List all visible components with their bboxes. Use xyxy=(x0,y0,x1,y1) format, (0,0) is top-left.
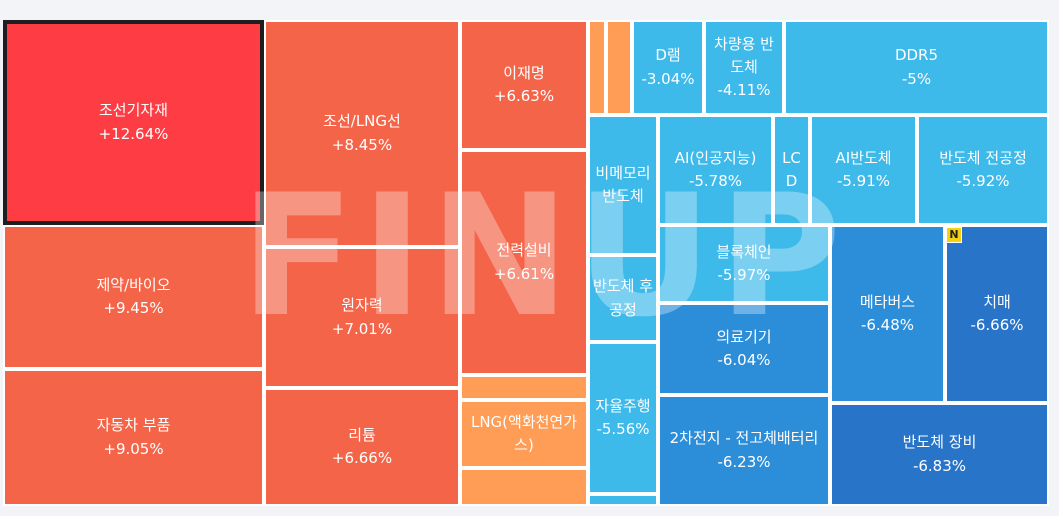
treemap-cell-unlabeled-11[interactable] xyxy=(588,20,606,115)
cell-change: -6.83% xyxy=(912,456,967,475)
cell-change: -3.04% xyxy=(641,69,695,88)
cell-change: -5.56% xyxy=(596,420,650,438)
treemap-cell-원자력[interactable]: 원자력 +7.01% xyxy=(264,247,460,388)
treemap-cell-이재명[interactable]: 이재명 +6.63% xyxy=(460,20,588,150)
cell-label: AI반도체 xyxy=(835,148,892,167)
cell-change: +7.01% xyxy=(331,319,393,338)
cell-change: -5.97% xyxy=(717,266,771,284)
cell-label: LCD xyxy=(782,148,801,190)
cell-change: -4.11% xyxy=(717,81,771,100)
treemap-cell-블록체인[interactable]: 블록체인 -5.97% xyxy=(658,225,830,303)
cell-label: D램 xyxy=(655,46,681,65)
cell-label: 전력설비 xyxy=(496,241,552,260)
cell-change: +9.05% xyxy=(103,439,164,458)
cell-label: 리튬 xyxy=(348,425,376,444)
cell-label: 블록체인 xyxy=(716,242,772,261)
cell-label: 자동차 부품 xyxy=(96,416,171,435)
cell-label: 차량용 반도체 xyxy=(714,34,774,76)
treemap-cell-2차전지-전고체배터리[interactable]: 2차전지 - 전고체배터리 -6.23% xyxy=(658,395,830,506)
cell-change: +12.64% xyxy=(98,124,169,143)
cell-change: -6.48% xyxy=(860,316,915,334)
treemap-cell-제약-바이오[interactable]: 제약/바이오 +9.45% xyxy=(3,225,264,369)
cell-label: DDR5 xyxy=(894,46,939,65)
cell-label: 조선/LNG선 xyxy=(323,112,401,131)
cell-change: -6.66% xyxy=(970,316,1024,334)
cell-label: 메타버스 xyxy=(859,292,916,311)
treemap-cell-반도체-전공정[interactable]: 반도체 전공정 -5.92% xyxy=(917,115,1049,225)
cell-change: +6.63% xyxy=(493,87,555,105)
treemap-cell-차량용-반도체[interactable]: 차량용 반도체 -4.11% xyxy=(704,20,784,115)
treemap-cell-조선-lng선[interactable]: 조선/LNG선 +8.45% xyxy=(264,20,460,247)
treemap-cell-unlabeled-12[interactable] xyxy=(606,20,632,115)
cell-change: +8.45% xyxy=(331,135,393,154)
treemap-cell-의료기기[interactable]: 의료기기 -6.04% xyxy=(658,303,830,395)
treemap-cell-lcd[interactable]: LCD xyxy=(773,115,810,225)
treemap-cell-unlabeled-24[interactable] xyxy=(588,494,658,506)
cell-label: 반도체 후공정 xyxy=(593,277,653,319)
treemap-cell-전력설비[interactable]: 전력설비 +6.61% xyxy=(460,150,588,375)
treemap-cell-반도체-후공정[interactable]: 반도체 후공정 xyxy=(588,255,658,342)
cell-label: 제약/바이오 xyxy=(96,275,171,294)
cell-label: 원자력 xyxy=(341,296,383,315)
cell-label: 2차전지 - 전고체배터리 xyxy=(669,429,819,448)
cell-label: 의료기기 xyxy=(716,327,772,346)
cell-change: -5.92% xyxy=(956,172,1010,190)
treemap-cell-반도체-장비[interactable]: 반도체 장비 -6.83% xyxy=(830,403,1049,506)
cell-label: 비메모리 반도체 xyxy=(595,163,651,205)
treemap-cell-unlabeled-8[interactable] xyxy=(460,375,588,400)
cell-label: 반도체 전공정 xyxy=(939,148,1027,167)
treemap-cell-치매[interactable]: 치매 -6.66% xyxy=(945,225,1049,403)
cell-label: LNG(액화천연가스) xyxy=(470,412,578,454)
cell-label: 자율주행 xyxy=(595,396,651,415)
treemap-cell-ai반도체[interactable]: AI반도체 -5.91% xyxy=(810,115,917,225)
treemap-cell-리튬[interactable]: 리튬 +6.66% xyxy=(264,388,460,506)
cell-label: AI(인공지능) xyxy=(674,148,757,167)
cell-change: +6.66% xyxy=(331,449,393,467)
treemap-cell-unlabeled-10[interactable] xyxy=(460,468,588,506)
cell-change: +9.45% xyxy=(103,299,164,317)
cell-change: -5.91% xyxy=(836,172,891,190)
cell-label: 이재명 xyxy=(503,63,545,82)
treemap-cell-d램[interactable]: D램 -3.04% xyxy=(632,20,704,115)
cell-label: 치매 xyxy=(983,292,1011,311)
treemap-cell-ddr5[interactable]: DDR5 -5% xyxy=(784,20,1049,115)
cell-label: 반도체 장비 xyxy=(902,433,977,452)
treemap-cell-비메모리-반도체[interactable]: 비메모리 반도체 xyxy=(588,115,658,255)
new-badge: N xyxy=(946,227,962,243)
cell-label: 조선기자재 xyxy=(98,101,168,120)
cell-change: -6.04% xyxy=(717,351,771,369)
treemap-cell-메타버스[interactable]: 메타버스 -6.48% xyxy=(830,225,945,403)
treemap-cell-lng-액화천연가스[interactable]: LNG(액화천연가스) xyxy=(460,400,588,468)
cell-change: -5.78% xyxy=(688,172,743,190)
cell-change: +6.61% xyxy=(493,264,555,283)
cell-change: -6.23% xyxy=(717,452,771,471)
treemap-cell-ai-인공지능[interactable]: AI(인공지능) -5.78% xyxy=(658,115,773,225)
treemap-cell-자동차-부품[interactable]: 자동차 부품 +9.05% xyxy=(3,369,264,506)
treemap-cell-조선기자재[interactable]: 조선기자재 +12.64% xyxy=(3,20,264,225)
treemap-cell-자율주행[interactable]: 자율주행 -5.56% xyxy=(588,342,658,494)
cell-change: -5% xyxy=(901,69,932,88)
